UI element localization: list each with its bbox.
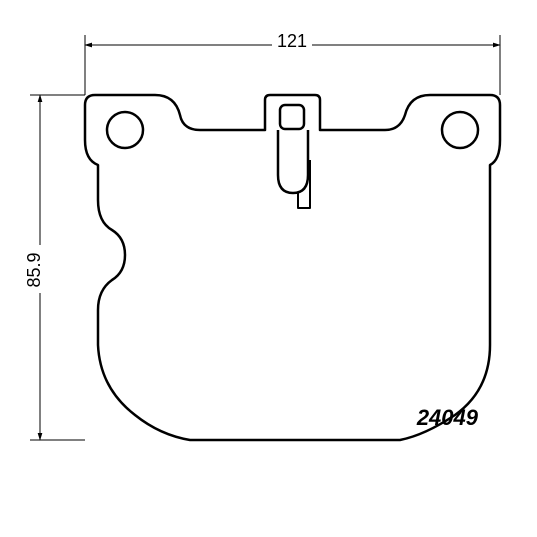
brake-pad-outline xyxy=(85,95,500,440)
center-notch xyxy=(278,130,308,193)
dimension-height: 85.9 xyxy=(24,95,85,440)
part-number: 24049 xyxy=(416,405,479,430)
mounting-hole-right xyxy=(442,112,478,148)
dimension-height-label: 85.9 xyxy=(24,252,44,287)
technical-drawing: 121 85.9 24049 xyxy=(0,0,537,537)
dimension-width-label: 121 xyxy=(277,31,307,51)
dimension-width: 121 xyxy=(85,30,500,95)
sensor-slot xyxy=(280,105,304,129)
mounting-hole-left xyxy=(107,112,143,148)
